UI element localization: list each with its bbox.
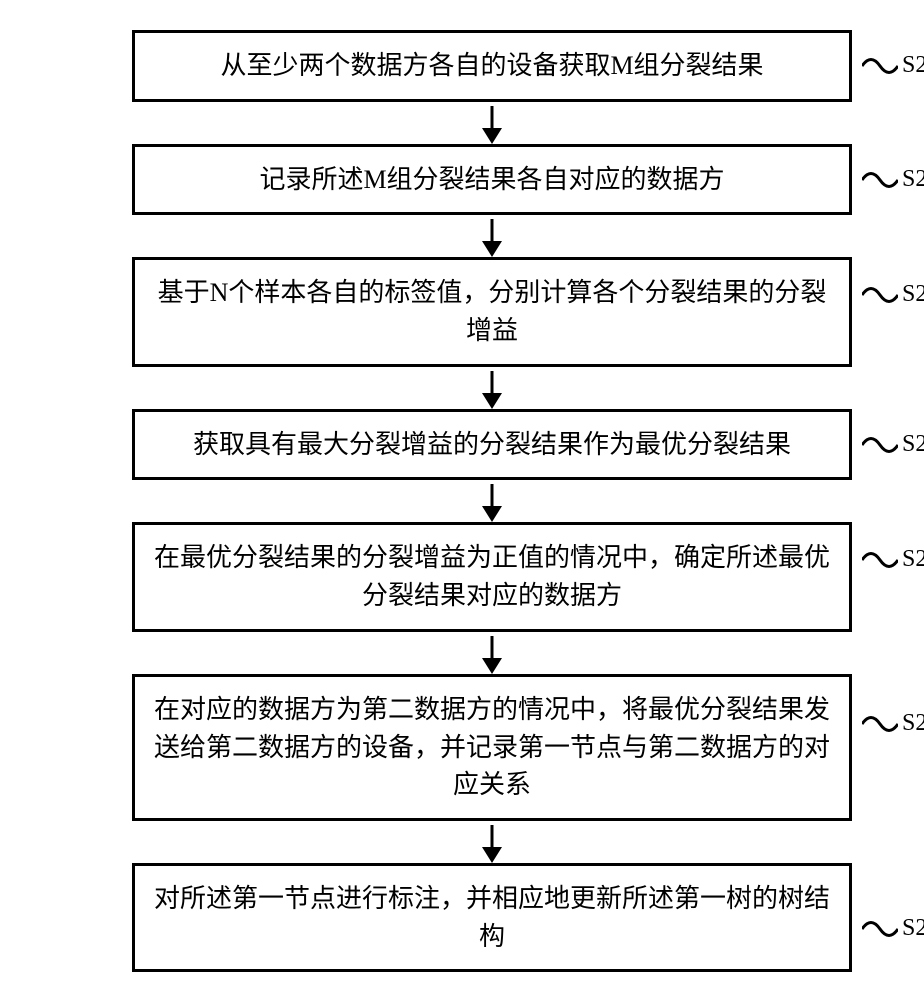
step-id-text: S214 [902,915,924,942]
connector-curve-icon [862,165,898,195]
step-id-text: S202 [902,52,924,79]
connector-curve-icon [862,545,898,575]
node-text: 记录所述M组分裂结果各自对应的数据方 [259,161,724,199]
step-label-s214: S214 [862,914,924,944]
step-row: 获取具有最大分裂增益的分裂结果作为最优分裂结果 S208 [72,409,852,481]
node-text: 对所述第一节点进行标注，并相应地更新所述第一树的树结构 [151,880,833,955]
step-label-s206: S206 [862,280,924,310]
arrow-connector [132,367,852,409]
step-id-text: S210 [902,546,924,573]
node-text: 在最优分裂结果的分裂增益为正值的情况中，确定所述最优分裂结果对应的数据方 [151,539,833,614]
flow-node-s208: 获取具有最大分裂增益的分裂结果作为最优分裂结果 [132,409,852,481]
step-id-text: S208 [902,431,924,458]
flow-node-s202: 从至少两个数据方各自的设备获取M组分裂结果 [132,30,852,102]
flow-node-s214: 对所述第一节点进行标注，并相应地更新所述第一树的树结构 [132,863,852,972]
flowchart-container: 从至少两个数据方各自的设备获取M组分裂结果 S202 记录所述M组分裂结果各自对… [0,30,924,972]
step-id-text: S212 [902,710,924,737]
connector-curve-icon [862,914,898,944]
arrow-connector [132,821,852,863]
node-text: 在对应的数据方为第二数据方的情况中，将最优分裂结果发送给第二数据方的设备，并记录… [151,691,833,804]
arrow-connector [132,215,852,257]
node-text: 获取具有最大分裂增益的分裂结果作为最优分裂结果 [193,426,791,464]
step-row: 在最优分裂结果的分裂增益为正值的情况中，确定所述最优分裂结果对应的数据方 S21… [72,522,852,631]
step-row: 记录所述M组分裂结果各自对应的数据方 S204 [72,144,852,216]
step-label-s210: S210 [862,545,924,575]
step-label-s202: S202 [862,51,924,81]
step-id-text: S206 [902,281,924,308]
arrow-connector [132,480,852,522]
step-row: 基于N个样本各自的标签值，分别计算各个分裂结果的分裂增益 S206 [72,257,852,366]
connector-curve-icon [862,280,898,310]
step-label-s212: S212 [862,709,924,739]
step-row: 在对应的数据方为第二数据方的情况中，将最优分裂结果发送给第二数据方的设备，并记录… [72,674,852,821]
step-row: 对所述第一节点进行标注，并相应地更新所述第一树的树结构 S214 [72,863,852,972]
step-label-s208: S208 [862,430,924,460]
step-id-text: S204 [902,166,924,193]
node-text: 基于N个样本各自的标签值，分别计算各个分裂结果的分裂增益 [151,274,833,349]
node-text: 从至少两个数据方各自的设备获取M组分裂结果 [220,47,763,85]
flow-node-s206: 基于N个样本各自的标签值，分别计算各个分裂结果的分裂增益 [132,257,852,366]
flow-node-s204: 记录所述M组分裂结果各自对应的数据方 [132,144,852,216]
arrow-connector [132,102,852,144]
connector-curve-icon [862,51,898,81]
arrow-connector [132,632,852,674]
flow-node-s210: 在最优分裂结果的分裂增益为正值的情况中，确定所述最优分裂结果对应的数据方 [132,522,852,631]
step-label-s204: S204 [862,165,924,195]
step-row: 从至少两个数据方各自的设备获取M组分裂结果 S202 [72,30,852,102]
connector-curve-icon [862,430,898,460]
connector-curve-icon [862,709,898,739]
flow-node-s212: 在对应的数据方为第二数据方的情况中，将最优分裂结果发送给第二数据方的设备，并记录… [132,674,852,821]
